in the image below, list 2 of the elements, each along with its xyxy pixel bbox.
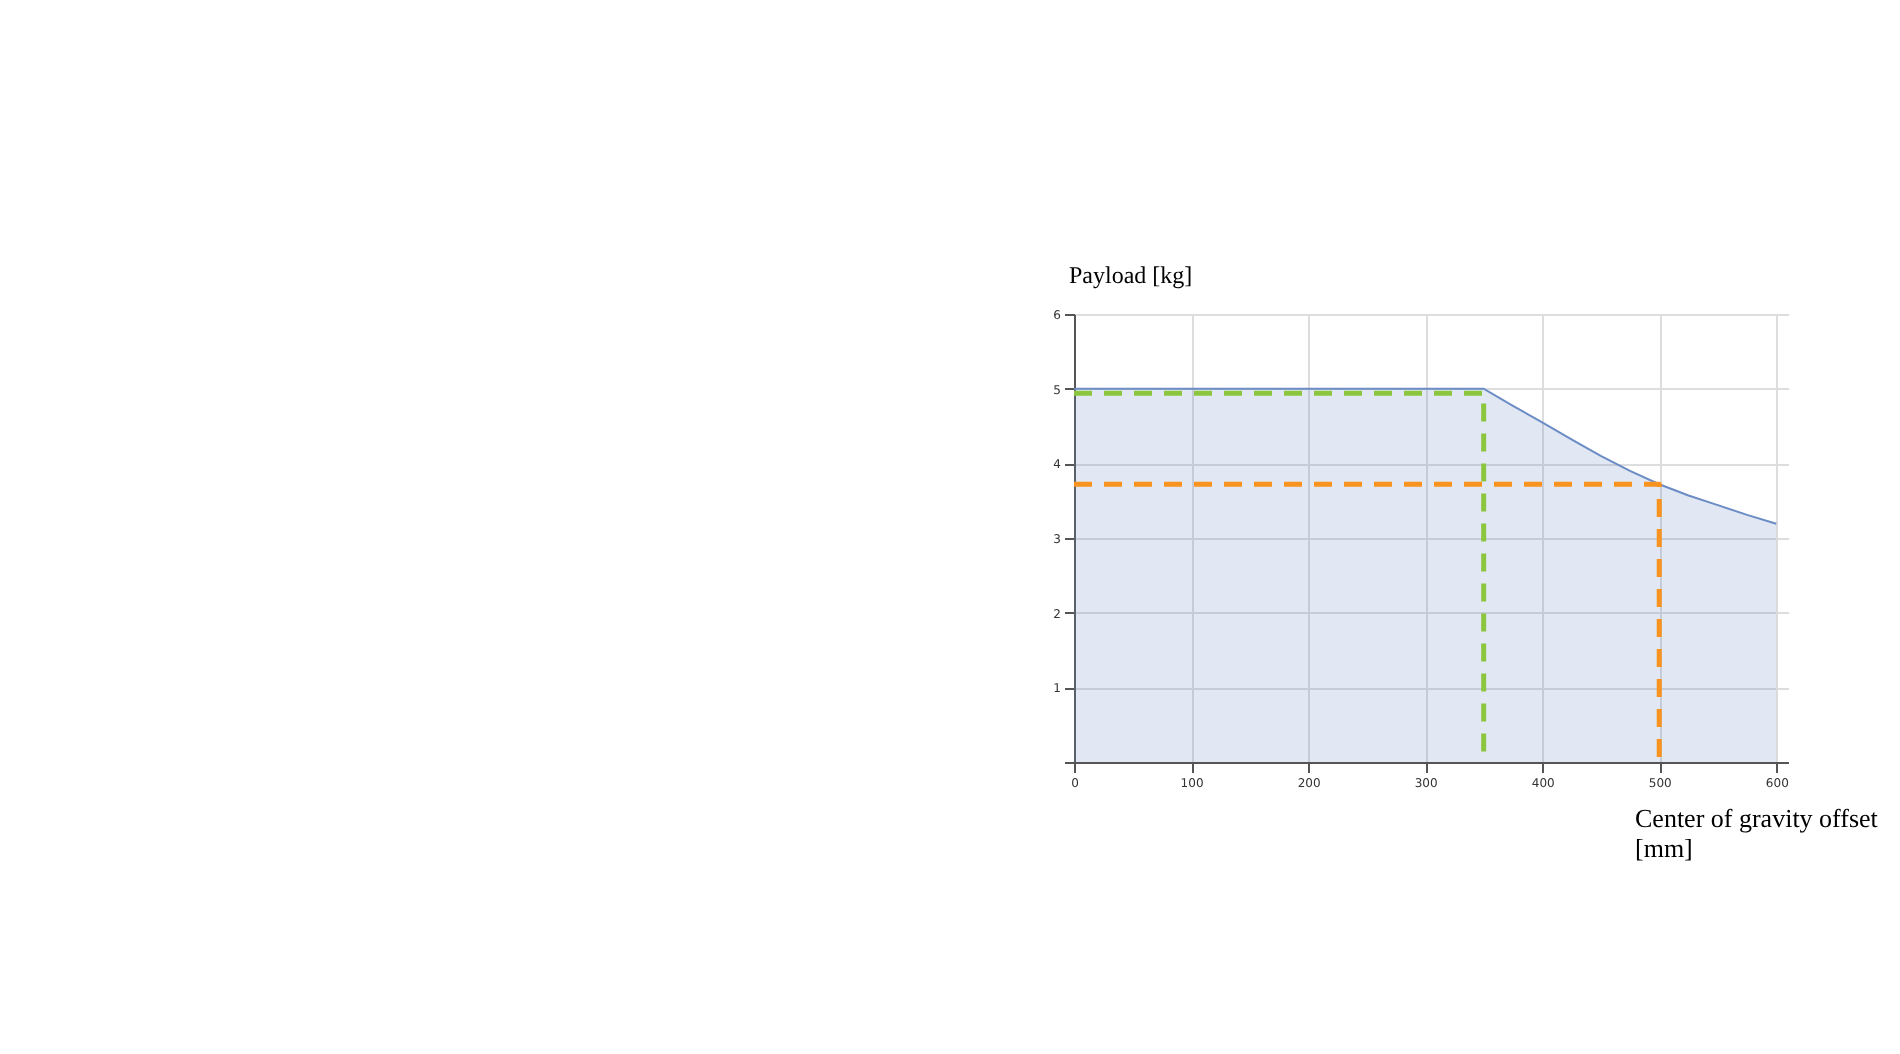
x-axis-title: Center of gravity offset [mm] [1635,803,1879,863]
y-axis-title: Payload [kg] [1069,261,1193,289]
